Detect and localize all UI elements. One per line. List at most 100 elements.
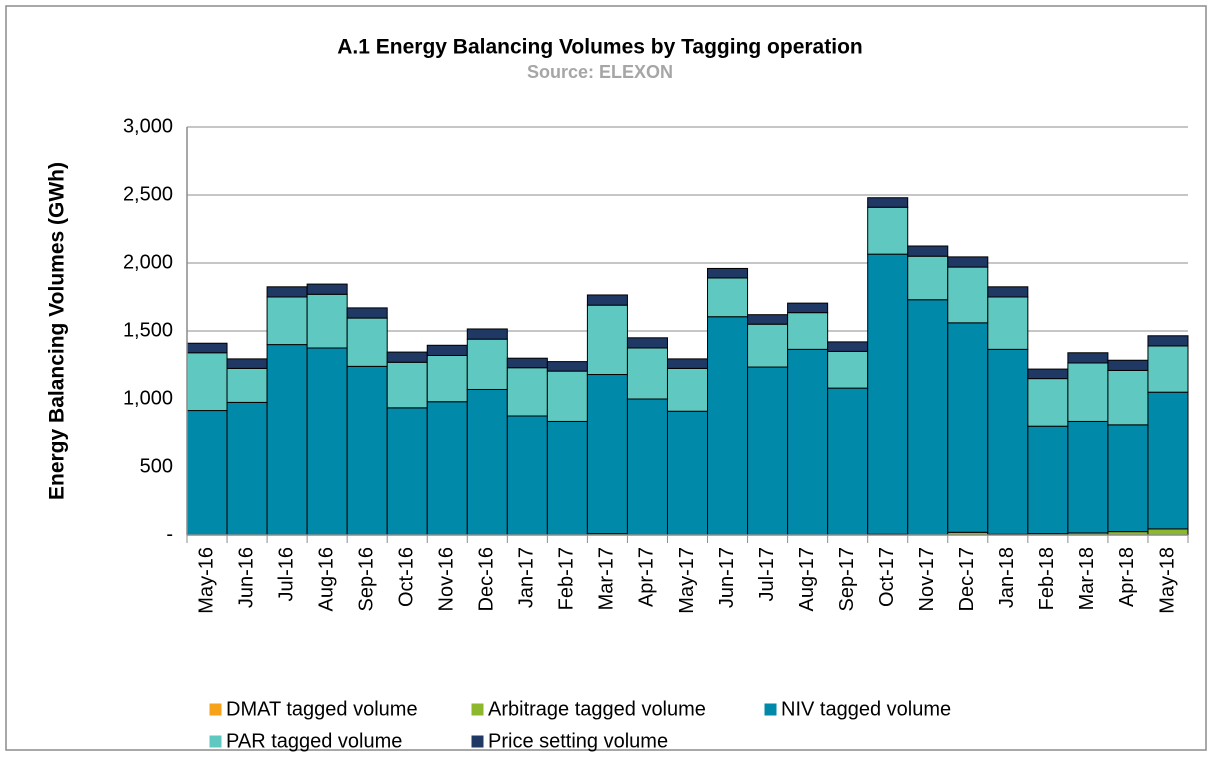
bar-segment bbox=[586, 294, 628, 306]
bar-segment bbox=[386, 407, 428, 536]
x-tick-label: Mar-17 bbox=[596, 547, 618, 610]
x-tick-label: Feb-17 bbox=[556, 547, 578, 610]
x-tick-label: Aug-17 bbox=[796, 547, 818, 612]
bar-segment bbox=[546, 370, 588, 422]
bar-segment bbox=[947, 266, 989, 324]
x-tick-label: Jun-16 bbox=[235, 547, 257, 608]
bar-segment bbox=[947, 322, 989, 533]
y-tick-label: 3,000 bbox=[123, 115, 173, 137]
bar-segment bbox=[907, 255, 949, 301]
bar-segment bbox=[707, 277, 749, 318]
bar-segment bbox=[1027, 378, 1069, 427]
chart-title: A.1 Energy Balancing Volumes by Tagging … bbox=[337, 36, 862, 59]
x-tick-label: Dec-16 bbox=[476, 547, 498, 611]
bar-segment bbox=[787, 302, 829, 314]
bar-segment bbox=[867, 197, 909, 208]
legend-swatch bbox=[208, 734, 223, 749]
bar-segment bbox=[1147, 335, 1189, 347]
x-tick-label: Dec-17 bbox=[956, 547, 978, 611]
x-tick-label: May-16 bbox=[195, 547, 217, 614]
bar-segment bbox=[1067, 420, 1109, 534]
legend-swatch bbox=[470, 702, 485, 717]
legend-swatch bbox=[470, 734, 485, 749]
bar-segment bbox=[827, 341, 869, 352]
bar-segment bbox=[907, 245, 949, 257]
legend-swatch bbox=[763, 702, 778, 717]
bar-segment bbox=[306, 347, 348, 536]
bar-segment bbox=[1067, 352, 1109, 364]
bar-segment bbox=[1147, 345, 1189, 393]
y-tick-label: - bbox=[166, 523, 173, 545]
x-tick-label: Sep-16 bbox=[355, 547, 377, 612]
bar-segment bbox=[546, 361, 588, 372]
bar-segment bbox=[426, 354, 468, 403]
bar-segment bbox=[346, 317, 388, 367]
x-tick-label: Sep-17 bbox=[836, 547, 858, 612]
x-tick-label: Jul-17 bbox=[756, 547, 778, 601]
x-tick-label: Oct-17 bbox=[876, 547, 898, 607]
bar-segment bbox=[506, 357, 548, 369]
bar-segment bbox=[186, 410, 228, 536]
bar-segment bbox=[306, 283, 348, 295]
bar-segment bbox=[666, 367, 709, 412]
bar-segment bbox=[306, 293, 348, 349]
y-tick-label: 2,500 bbox=[123, 183, 173, 205]
bar-segment bbox=[506, 415, 548, 536]
bar-segment bbox=[346, 307, 388, 319]
bar-segment bbox=[867, 253, 909, 535]
y-tick-label: 500 bbox=[140, 455, 173, 477]
y-tick-label: 2,000 bbox=[123, 251, 173, 273]
x-tick-label: Jan-18 bbox=[996, 547, 1018, 608]
bar-segment bbox=[626, 398, 668, 536]
bar-segment bbox=[787, 348, 829, 536]
x-tick-label: Oct-16 bbox=[396, 547, 418, 607]
bar-segment bbox=[626, 347, 668, 400]
bar-segment bbox=[987, 286, 1029, 298]
bar-segment bbox=[266, 286, 308, 298]
bar-segment bbox=[186, 352, 228, 412]
bar-segment bbox=[867, 206, 909, 255]
bar-segment bbox=[226, 401, 268, 536]
bar-segment bbox=[1027, 425, 1069, 535]
bar-segment bbox=[1107, 369, 1149, 426]
y-tick-label: 1,000 bbox=[123, 387, 173, 409]
legend-label: DMAT tagged volume bbox=[226, 698, 418, 720]
x-tick-label: Jan-17 bbox=[516, 547, 538, 608]
bar-segment bbox=[707, 267, 749, 279]
x-tick-label: Apr-18 bbox=[1116, 547, 1138, 607]
bar-segment bbox=[186, 342, 228, 354]
bar-segment bbox=[426, 401, 468, 536]
bar-segment bbox=[1027, 368, 1069, 380]
x-tick-label: Jun-17 bbox=[716, 547, 738, 608]
legend-label: Price setting volume bbox=[488, 730, 668, 752]
bar-segment bbox=[1147, 391, 1189, 530]
x-tick-label: Nov-16 bbox=[436, 547, 458, 611]
x-tick-label: May-17 bbox=[676, 547, 698, 614]
bar-segment bbox=[907, 299, 949, 536]
bar-segment bbox=[747, 323, 789, 368]
bar-segment bbox=[226, 358, 268, 369]
x-tick-label: Aug-16 bbox=[315, 547, 337, 612]
legend-swatch bbox=[208, 702, 223, 717]
bar-segment bbox=[747, 366, 789, 536]
legend-label: PAR tagged volume bbox=[226, 730, 402, 752]
legend-label: Arbitrage tagged volume bbox=[488, 698, 706, 720]
bar-segment bbox=[787, 312, 829, 350]
bar-segment bbox=[586, 374, 628, 535]
bar-segment bbox=[266, 344, 308, 536]
bar-segment bbox=[626, 337, 668, 349]
x-tick-label: Nov-17 bbox=[916, 547, 938, 611]
bar-segment bbox=[827, 387, 869, 536]
bar-segment bbox=[747, 314, 789, 325]
x-tick-label: May-18 bbox=[1156, 547, 1178, 614]
y-tick-label: 1,500 bbox=[123, 319, 173, 341]
bar-segment bbox=[346, 365, 388, 536]
chart-subtitle: Source: ELEXON bbox=[527, 62, 673, 82]
bar-segment bbox=[1107, 359, 1149, 371]
bar-segment bbox=[666, 410, 709, 536]
bar-segment bbox=[827, 350, 869, 389]
bar-segment bbox=[987, 348, 1029, 535]
bar-segment bbox=[546, 420, 588, 536]
bar-segment bbox=[506, 367, 548, 417]
